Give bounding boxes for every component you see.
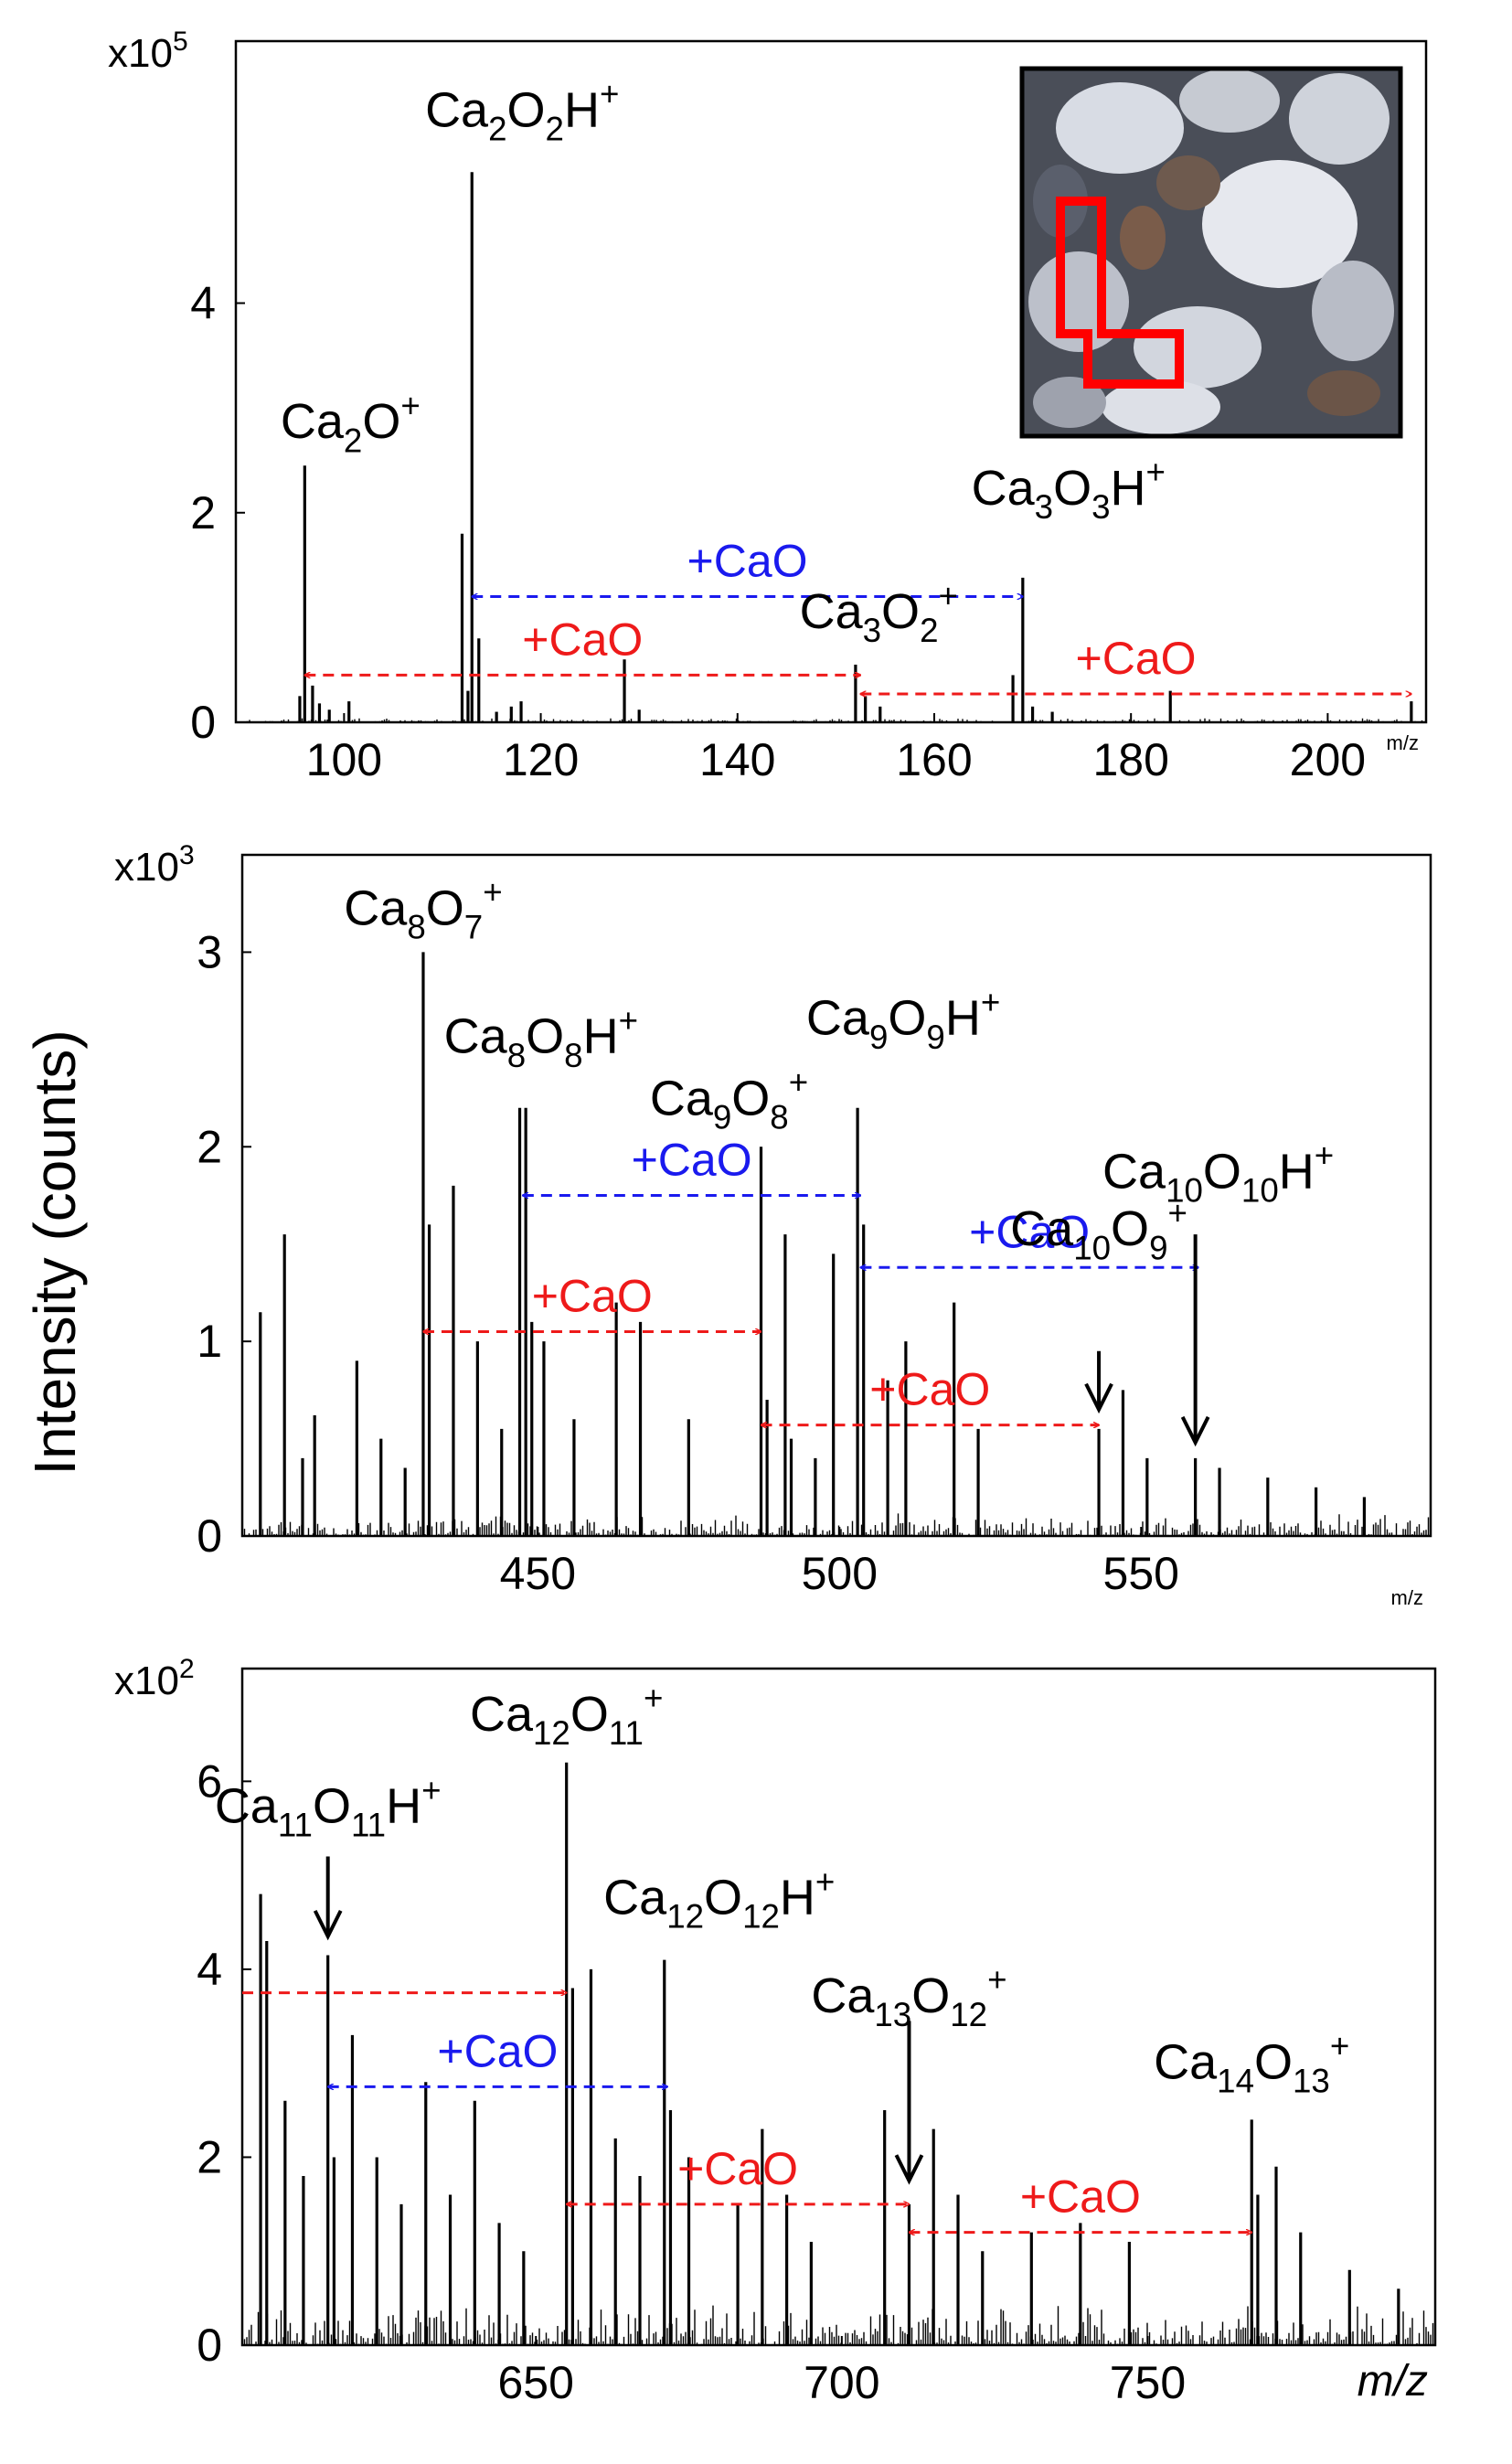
y-tick-label: 0 <box>190 697 216 748</box>
peak-label: Ca2O+ <box>281 388 421 460</box>
peak-label: Ca14O13+ <box>1154 2028 1349 2100</box>
cao-span-label: +CaO <box>677 2143 798 2194</box>
pointer-arrow-head <box>1084 1382 1113 1414</box>
x-tick-label: 450 <box>500 1548 576 1599</box>
baseline-noise <box>241 2305 1436 2345</box>
peak-label: Ca13O12+ <box>811 1961 1006 2033</box>
panel-3: 650 700 750 0 2 4 6 x102 m/z +CaO +CaO +CaO Ca11O11H… <box>114 1654 1437 2408</box>
x-tick-label: 160 <box>896 734 972 785</box>
cao-span-label: +CaO <box>1020 2171 1141 2223</box>
peak-label: Ca10O10H+ <box>1102 1137 1334 1210</box>
plot-frame <box>240 1667 1437 2347</box>
panel-1: 100 120 140 160 180 200 0 2 4 x105 m/z +CaO +CaO +CaO… <box>108 27 1428 785</box>
x-tick-label: 100 <box>306 734 382 785</box>
cao-span-label: +CaO <box>532 1271 653 1322</box>
y-tick-label: 3 <box>197 926 222 977</box>
x-tick-label: 500 <box>802 1548 878 1599</box>
y-multiplier: x103 <box>114 840 195 890</box>
y-multiplier: x105 <box>108 27 188 76</box>
peak-label: Ca3O3H+ <box>972 453 1166 526</box>
plot-frame <box>234 39 1428 724</box>
x-tick-label: 140 <box>699 734 775 785</box>
peak-label: Ca8O7+ <box>344 874 502 946</box>
y-tick-label: 2 <box>197 2131 222 2182</box>
cao-span-label: +CaO <box>632 1135 752 1186</box>
peak-label: Ca10O9+ <box>1010 1194 1187 1266</box>
x-tick-label: 550 <box>1103 1548 1179 1599</box>
baseline-noise <box>241 1513 1432 1536</box>
peak-label: Ca2O2H+ <box>425 76 619 148</box>
cao-span-label: +CaO <box>869 1364 990 1415</box>
peak-label: Ca11O11H+ <box>215 1772 442 1844</box>
x-tick-label: 750 <box>1110 2357 1186 2408</box>
y-tick-label: 4 <box>197 1944 222 1995</box>
peak-label: Ca12O11+ <box>470 1680 663 1752</box>
cao-span-label: +CaO <box>1076 633 1197 684</box>
x-tick-label: 200 <box>1290 734 1366 785</box>
peak-label: Ca9O8+ <box>650 1064 808 1136</box>
y-tick-label: 2 <box>190 487 216 539</box>
y-tick-label: 0 <box>197 1510 222 1562</box>
y-tick-label: 6 <box>197 1755 222 1807</box>
cao-span-label: +CaO <box>687 535 808 586</box>
x-tick-label: 180 <box>1092 734 1168 785</box>
y-axis-label: Intensity (counts) <box>22 1029 88 1475</box>
y-tick-label: 4 <box>190 278 216 329</box>
cao-span-label: +CaO <box>969 1206 1090 1257</box>
peak-label: Ca8O8H+ <box>444 1002 638 1074</box>
x-tick-label: 650 <box>498 2357 574 2408</box>
x-tick-label: 700 <box>804 2357 879 2408</box>
pointer-arrow-head <box>313 1910 343 1941</box>
pointer-arrow-head <box>1180 1415 1210 1447</box>
y-tick-label: 1 <box>197 1316 222 1367</box>
peak-label: Ca3O2+ <box>800 577 958 649</box>
x-axis-label: m/z <box>1387 731 1419 754</box>
x-axis-label: m/z <box>1358 2357 1428 2405</box>
y-tick-label: 0 <box>197 2320 222 2371</box>
x-axis-label: m/z <box>1391 1586 1423 1609</box>
inset-micrograph <box>1019 66 1403 439</box>
pointer-arrow-head <box>894 2154 924 2185</box>
peak-label: Ca9O9H+ <box>806 984 1000 1056</box>
y-multiplier: x102 <box>114 1654 195 1703</box>
plot-frame <box>240 853 1432 1538</box>
peak-label: Ca12O12H+ <box>603 1863 835 1936</box>
cao-span-label: +CaO <box>522 613 643 665</box>
x-tick-label: 120 <box>503 734 579 785</box>
cao-span-label: +CaO <box>437 2025 558 2076</box>
y-tick-label: 2 <box>197 1121 222 1172</box>
